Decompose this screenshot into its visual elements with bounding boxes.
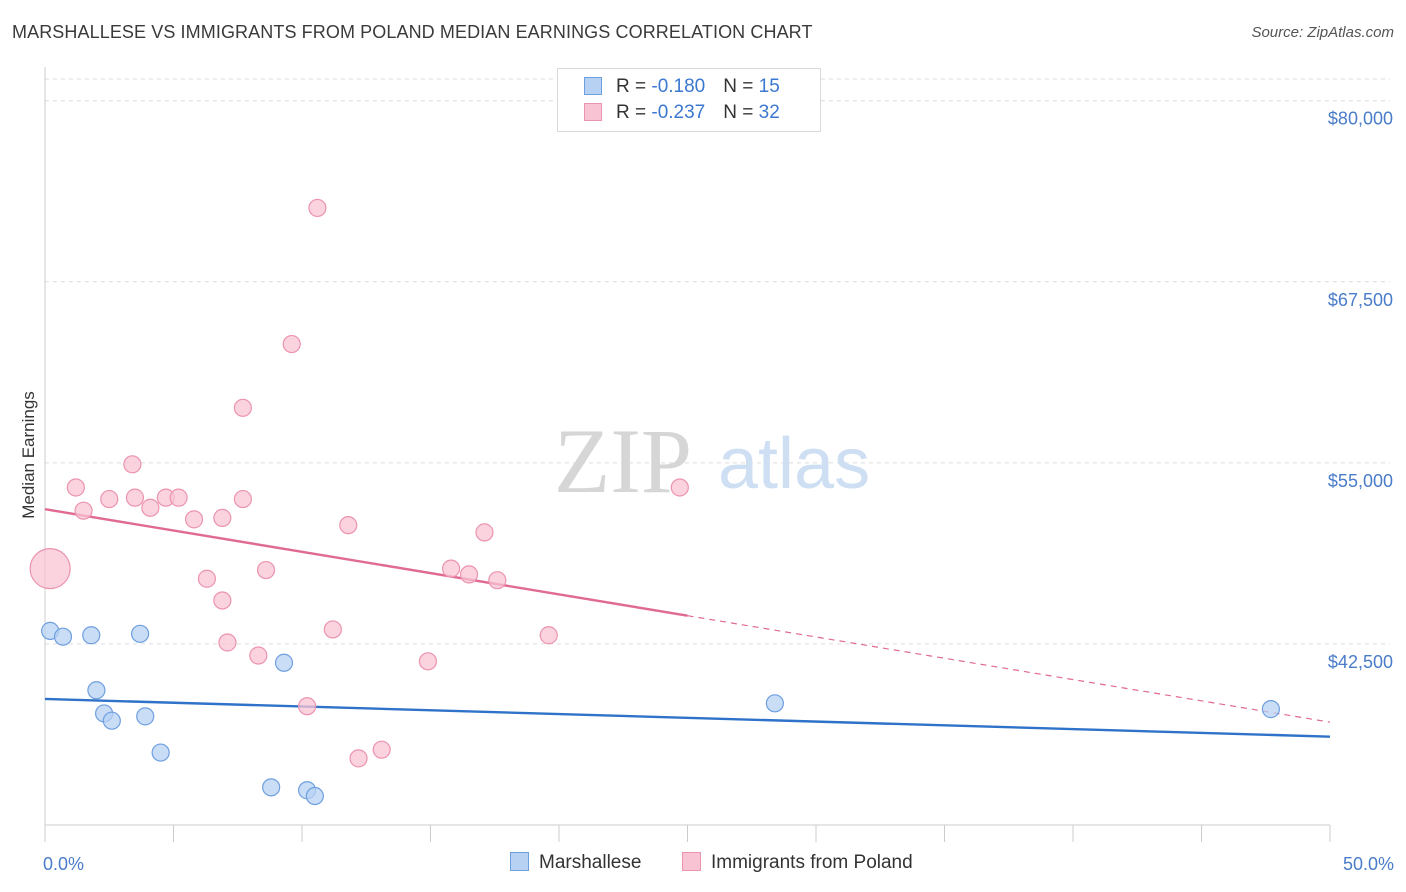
bottom-legend-label: Immigrants from Poland	[711, 852, 913, 873]
data-point-poland	[66, 478, 85, 497]
data-point-marshallese	[53, 627, 73, 646]
grid-lines	[45, 78, 1390, 645]
data-point-poland	[184, 510, 204, 529]
data-point-poland	[141, 498, 160, 517]
bottom-legend-swatch-pink	[682, 852, 701, 871]
data-point-poland	[372, 740, 391, 759]
data-point-poland	[475, 523, 494, 542]
data-point-poland	[125, 488, 145, 507]
correlation-legend: R = -0.180 N = 15 R = -0.237 N = 32	[557, 68, 821, 132]
legend-r-value: -0.180	[651, 76, 706, 97]
legend-row-poland: R = -0.237 N = 32	[584, 102, 780, 126]
data-point-poland	[539, 626, 558, 645]
watermark-atlas: atlas	[718, 424, 870, 504]
bottom-legend-label: Marshallese	[539, 852, 642, 873]
data-point-poland	[213, 591, 232, 610]
data-point-marshallese	[1261, 700, 1280, 719]
y-tick-label: $55,000	[1328, 471, 1393, 491]
data-point-marshallese	[130, 624, 150, 643]
watermark-zip: ZIP	[554, 410, 692, 512]
data-point-poland	[298, 697, 317, 716]
legend-r-label: R =	[616, 76, 652, 97]
legend-n-value: 32	[758, 102, 780, 123]
trend-line-dashed-poland	[687, 615, 1331, 723]
trend-line-poland	[44, 508, 688, 617]
y-axis-label: Median Earnings	[19, 391, 38, 519]
legend-r-value: -0.237	[651, 102, 706, 123]
data-point-poland	[670, 478, 689, 497]
data-point-poland	[418, 652, 438, 671]
data-point-marshallese	[151, 743, 170, 762]
trend-line-marshallese	[44, 697, 1331, 738]
data-point-poland	[256, 560, 276, 580]
axes	[44, 67, 1331, 842]
bottom-legend-marshallese: Marshallese	[510, 852, 641, 874]
data-point-poland	[233, 398, 252, 417]
data-point-poland	[488, 571, 507, 590]
data-point-poland	[74, 501, 93, 520]
data-point-poland	[323, 620, 342, 639]
data-point-poland	[29, 548, 71, 590]
chart-title: MARSHALLESE VS IMMIGRANTS FROM POLAND ME…	[12, 22, 813, 42]
y-tick-label: $42,500	[1328, 652, 1393, 672]
bottom-legend-poland: Immigrants from Poland	[682, 852, 913, 874]
legend-r-label: R =	[616, 102, 652, 123]
source-label: Source: ZipAtlas.com	[1251, 24, 1394, 41]
data-point-marshallese	[262, 778, 281, 797]
data-point-poland	[249, 646, 268, 665]
data-point-marshallese	[87, 681, 106, 700]
data-point-marshallese	[102, 711, 121, 730]
data-point-poland	[308, 198, 327, 218]
legend-n-label: N =	[723, 102, 759, 123]
bottom-legend-swatch-blue	[510, 852, 529, 871]
data-point-poland	[123, 455, 142, 474]
x-tick-label: 0.0%	[43, 854, 84, 874]
x-tick-label: 50.0%	[1343, 854, 1394, 874]
y-tick-label: $80,000	[1328, 109, 1393, 129]
data-point-marshallese	[136, 707, 155, 726]
data-point-poland	[339, 516, 358, 535]
data-point-poland	[459, 565, 479, 584]
tick-labels: $80,000 $67,500 $55,000 $42,500 0.0% 50.0%	[43, 109, 1394, 874]
legend-swatch-pink	[584, 103, 602, 121]
legend-row-marshallese: R = -0.180 N = 15	[584, 76, 780, 100]
data-points	[29, 198, 1280, 806]
data-point-poland	[233, 489, 252, 509]
data-point-marshallese	[305, 786, 324, 806]
data-point-poland	[197, 569, 217, 588]
legend-n-value: 15	[758, 76, 780, 97]
data-point-marshallese	[82, 626, 101, 645]
legend-swatch-blue	[584, 77, 602, 95]
data-point-poland	[282, 334, 301, 354]
y-tick-label: $67,500	[1328, 290, 1393, 310]
data-point-poland	[169, 488, 188, 507]
legend-n-label: N =	[723, 76, 759, 97]
trend-lines	[44, 508, 1331, 738]
data-point-poland	[349, 749, 368, 768]
data-point-poland	[218, 633, 237, 652]
data-point-poland	[100, 489, 119, 509]
data-point-marshallese	[274, 653, 294, 672]
data-point-poland	[213, 508, 232, 528]
data-point-poland	[441, 559, 461, 578]
data-point-marshallese	[765, 694, 784, 713]
